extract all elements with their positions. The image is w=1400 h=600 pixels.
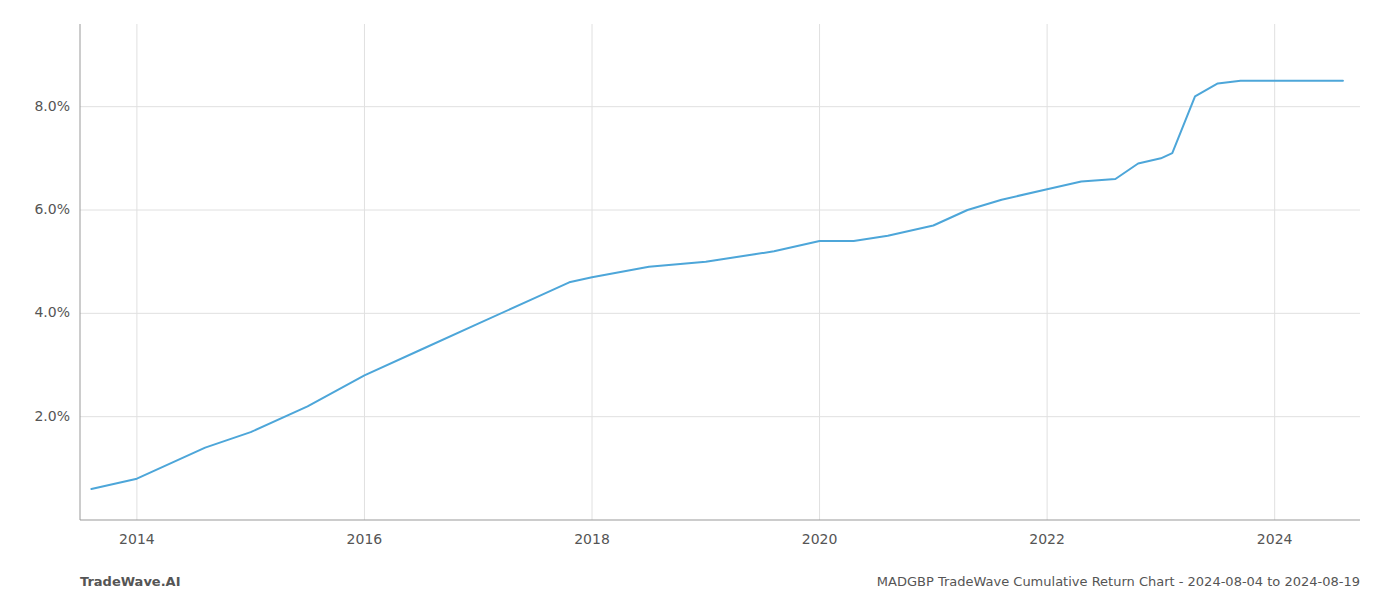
x-grid-line [1274,24,1275,520]
data-line [91,81,1343,489]
x-tick-label: 2022 [1029,531,1065,547]
x-grid-line [364,24,365,520]
x-axis-line [80,520,1360,521]
y-axis-line [80,24,81,520]
y-tick-label: 4.0% [34,304,70,320]
x-grid-line [136,24,137,520]
x-tick-label: 2014 [119,531,155,547]
x-grid-line [592,24,593,520]
chart-container: 2014 2016 2018 2020 2022 2024 2.0% 4.0% 6.0% 8.0%… [0,0,1400,600]
background [0,0,1400,600]
x-tick-label: 2024 [1257,531,1293,547]
y-grid-line [80,210,1360,211]
chart: 2014 2016 2018 2020 2022 2024 2.0% 4.0% 6.0% 8.0%… [0,0,1400,600]
tick-labels: 2014 2016 2018 2020 2022 2024 2.0% 4.0% 6.0% 8.0% [34,98,1292,547]
grid [80,24,1360,520]
footer-left: TradeWave.AI [80,574,181,589]
plot-area [91,81,1343,489]
x-tick-label: 2020 [802,531,838,547]
x-tick-label: 2018 [574,531,610,547]
y-tick-label: 8.0% [34,98,70,114]
y-tick-label: 2.0% [34,408,70,424]
x-grid-line [819,24,820,520]
x-grid-line [1047,24,1048,520]
y-tick-label: 6.0% [34,201,70,217]
x-tick-label: 2016 [347,531,383,547]
y-grid-line [80,106,1360,107]
y-grid-line [80,313,1360,314]
y-grid-line [80,416,1360,417]
footer-right: MADGBP TradeWave Cumulative Return Chart… [877,574,1360,589]
